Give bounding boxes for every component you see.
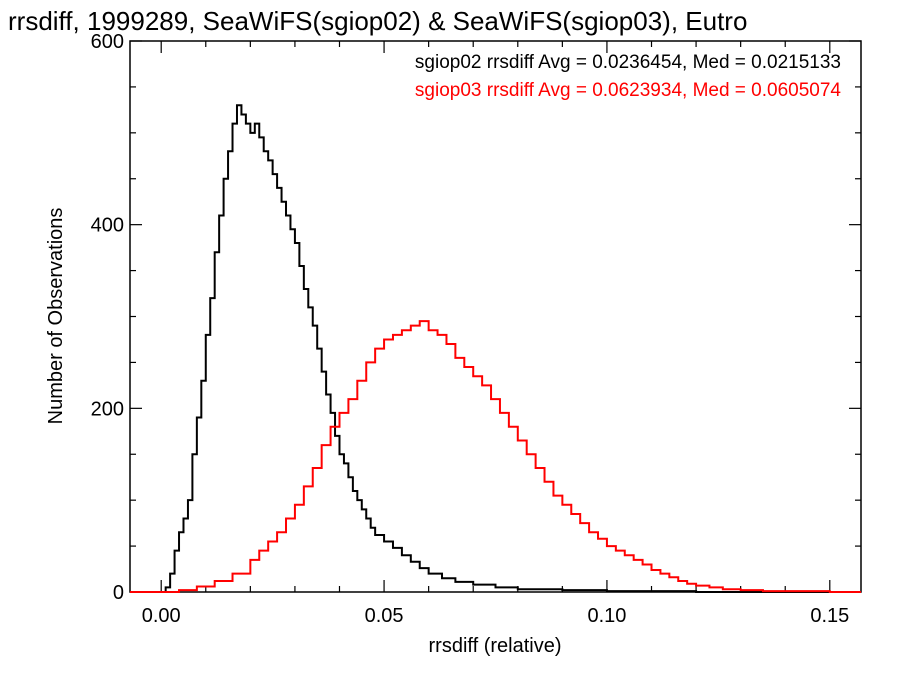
x-tick-label: 0.00	[142, 605, 181, 627]
series-line-sgiop03	[130, 320, 861, 593]
annotation-sgiop03: sgiop03 rrsdiff Avg = 0.0623934, Med = 0…	[415, 80, 842, 101]
y-tick-label: 200	[91, 398, 124, 420]
series-line-sgiop02	[130, 104, 861, 593]
y-axis: 0 200 400 600	[91, 31, 861, 604]
chart-title: rrsdiff, 1999289, SeaWiFS(sgiop02) & Sea…	[8, 6, 747, 36]
x-axis-label: rrsdiff (relative)	[429, 635, 562, 657]
y-tick-label: 0	[113, 582, 124, 604]
y-tick-label: 600	[91, 31, 124, 53]
x-tick-label: 0.15	[810, 605, 849, 627]
x-tick-label: 0.10	[587, 605, 626, 627]
x-axis: 0.00 0.05 0.10 0.15	[142, 41, 849, 627]
plot-frame	[129, 40, 862, 593]
x-tick-label: 0.05	[365, 605, 404, 627]
y-tick-label: 400	[91, 215, 124, 237]
series-layer	[130, 104, 861, 593]
annotation-sgiop02: sgiop02 rrsdiff Avg = 0.0236454, Med = 0…	[415, 52, 841, 73]
y-axis-label: Number of Observations	[45, 208, 67, 425]
